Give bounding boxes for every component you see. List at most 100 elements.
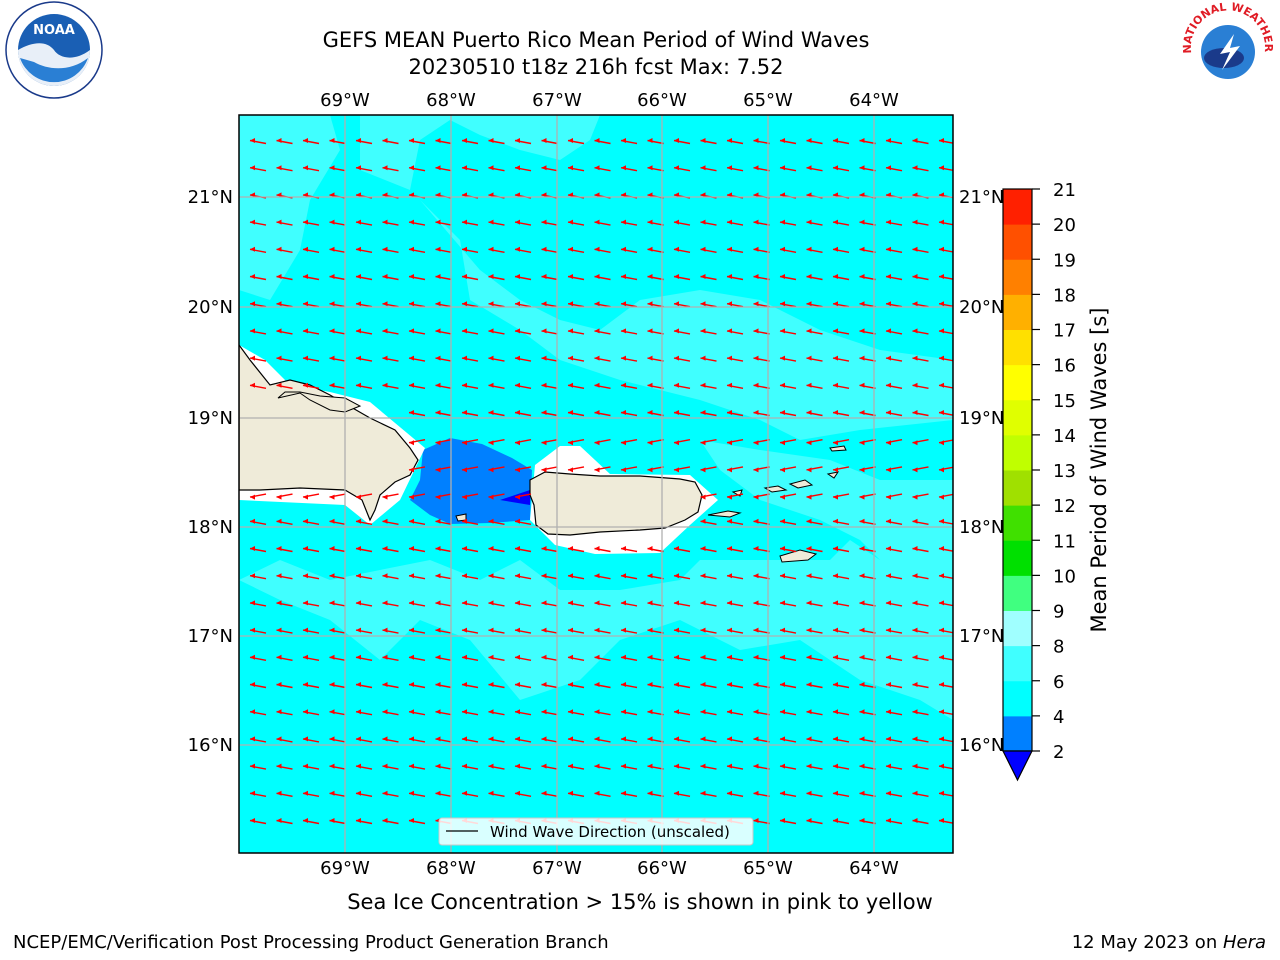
wind-arrow: [912, 301, 929, 308]
wind-arrow: [382, 246, 399, 253]
wind-arrow: [753, 573, 770, 580]
wind-arrow: [594, 763, 611, 770]
wind-arrow: [567, 439, 585, 446]
wind-arrow: [647, 219, 664, 226]
wind-arrow: [726, 466, 744, 473]
wind-arrow: [647, 627, 664, 634]
anegada-island: [826, 471, 840, 479]
wind-arrow: [859, 355, 876, 362]
noaa-logo-icon: NOAA: [5, 1, 103, 99]
wind-arrow: [885, 439, 903, 446]
wind-arrow: [355, 790, 373, 797]
wind-arrow: [461, 165, 479, 172]
wind-arrow: [382, 138, 399, 145]
wind-arrow: [435, 682, 452, 689]
wind-arrow: [461, 518, 479, 525]
wind-arrow: [488, 546, 505, 553]
wind-arrow: [859, 790, 876, 797]
wind-arrow: [435, 219, 452, 226]
wind-arrow: [620, 736, 638, 743]
wind-arrow: [912, 246, 929, 253]
lon-label-top: 65°W: [743, 90, 793, 111]
wind-arrow: [435, 736, 452, 743]
wind-arrow: [753, 219, 770, 226]
wind-arrow: [806, 654, 823, 661]
vieques-island: [707, 510, 742, 518]
wind-arrow: [249, 382, 267, 389]
colorbar-tick-label: 8: [1053, 637, 1064, 658]
wind-arrow: [726, 736, 744, 743]
wind-arrow: [753, 138, 770, 145]
wind-arrow: [435, 355, 452, 362]
wind-arrow: [488, 328, 505, 335]
colorbar-under-extension: [1002, 750, 1033, 782]
wind-arrow: [329, 709, 346, 716]
wind-arrow: [859, 600, 876, 607]
wind-arrow: [514, 600, 532, 607]
period-2-4-zone: [410, 438, 532, 524]
wind-arrow: [435, 546, 452, 553]
wind-arrow: [885, 709, 903, 716]
wind-arrow: [435, 466, 452, 473]
wind-arrow: [859, 274, 876, 281]
wind-arrow: [594, 439, 611, 446]
wind-arrow: [249, 138, 267, 145]
footer-credit: NCEP/EMC/Verification Post Processing Pr…: [13, 932, 609, 953]
wind-arrow: [329, 546, 346, 553]
wind-arrow: [753, 165, 770, 172]
wind-arrow: [302, 654, 320, 661]
wind-arrow: [726, 355, 744, 362]
wind-arrow: [700, 274, 717, 281]
wind-arrow: [779, 382, 797, 389]
wind-arrow: [673, 274, 691, 281]
wind-arrow: [832, 682, 850, 689]
wind-arrow: [567, 246, 585, 253]
wind-arrow: [806, 546, 823, 553]
wind-arrow: [461, 600, 479, 607]
wind-arrow: [806, 763, 823, 770]
wind-arrow: [726, 627, 744, 634]
colorbar-tick-label: 19: [1053, 250, 1076, 271]
wind-arrow: [779, 763, 797, 770]
wind-arrow: [249, 627, 267, 634]
wind-arrow: [647, 682, 664, 689]
wind-arrow: [329, 790, 346, 797]
wind-arrow: [885, 763, 903, 770]
wind-arrow: [276, 654, 293, 661]
wind-arrow: [647, 790, 664, 797]
wind-arrow: [355, 274, 373, 281]
wind-arrow: [885, 219, 903, 226]
wind-arrow: [461, 546, 479, 553]
wind-arrow: [806, 736, 823, 743]
wind-arrow: [912, 790, 929, 797]
wind-arrow: [620, 246, 638, 253]
wind-arrow: [594, 709, 611, 716]
wind-arrow: [355, 328, 373, 335]
wind-arrow: [912, 763, 929, 770]
wind-arrow: [806, 328, 823, 335]
wind-arrow: [673, 573, 691, 580]
wind-arrow: [302, 382, 320, 389]
wind-arrow: [726, 246, 744, 253]
wind-arrow: [408, 328, 426, 335]
wind-arrow: [700, 355, 717, 362]
colorbar-tick-label: 11: [1053, 531, 1076, 552]
wind-arrow: [832, 763, 850, 770]
period-under-2-zone: [500, 490, 530, 505]
colorbar-band: [1003, 540, 1032, 576]
wind-arrow: [673, 355, 691, 362]
lat-label-left: 21°N: [188, 187, 233, 208]
wind-arrow: [488, 736, 505, 743]
wind-arrow: [753, 709, 770, 716]
wind-arrow: [594, 466, 611, 473]
wind-arrow: [806, 518, 823, 525]
colorbar-tick-label: 9: [1053, 602, 1064, 623]
wind-arrow: [249, 600, 267, 607]
wind-arrow: [912, 518, 929, 525]
wind-arrow: [541, 355, 558, 362]
wind-arrow: [408, 355, 426, 362]
wind-arrow: [753, 546, 770, 553]
wind-arrow: [541, 439, 558, 446]
wind-arrow: [620, 600, 638, 607]
wind-arrow: [329, 274, 346, 281]
